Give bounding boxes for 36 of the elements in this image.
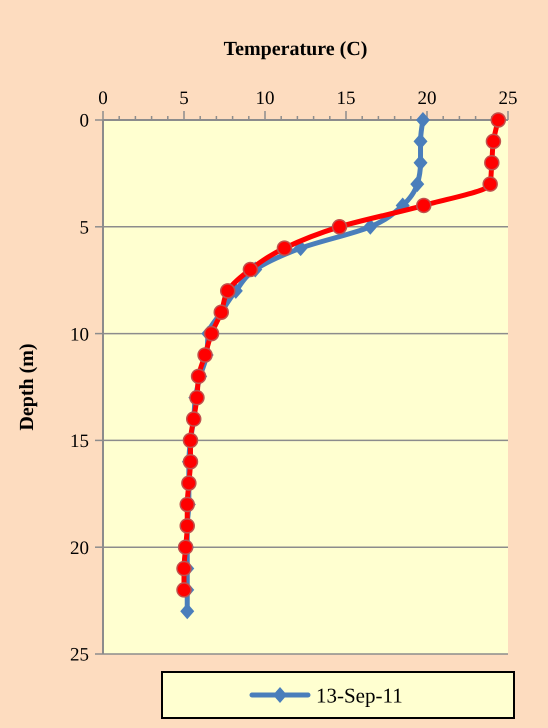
x-tick-label: 15 [336,88,356,109]
point [176,582,192,598]
point [204,326,220,342]
point [416,198,432,214]
point [332,219,348,235]
point [189,390,205,406]
x-axis-title: Temperature (C) [224,38,368,60]
x-tick-label: 25 [498,88,518,109]
point [486,134,502,150]
point [490,112,506,128]
y-tick-label: 15 [70,431,89,452]
y-tick-label: 20 [70,538,89,559]
y-tick-label: 0 [80,110,89,132]
y-tick-label: 5 [80,217,89,238]
point [176,560,192,576]
y-tick-label: 10 [70,324,89,346]
point [242,262,258,278]
point [220,283,236,299]
y-tick-label: 25 [70,644,89,666]
point [484,154,500,170]
point [416,112,430,128]
point [182,454,198,470]
x-tick-label: 20 [418,88,436,109]
point [410,176,424,192]
point [482,176,498,192]
y-axis-title: Depth (m) [16,343,38,431]
point [276,240,292,256]
point [363,218,378,235]
x-tick-label: 0 [98,88,108,109]
point [190,368,206,384]
legend-label: 13-Sep-11 [316,683,403,708]
x-tick-label: 5 [179,88,189,109]
point [197,347,213,363]
point [179,496,195,512]
x-tick-label: 10 [256,88,274,109]
point [178,539,194,555]
